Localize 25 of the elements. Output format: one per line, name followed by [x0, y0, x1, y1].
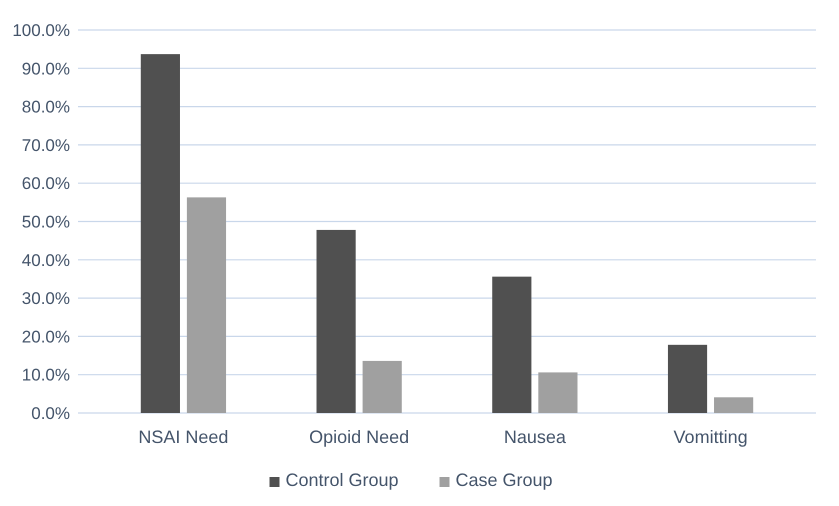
- bar: [362, 360, 402, 413]
- bar: [492, 276, 532, 413]
- bar: [316, 230, 356, 413]
- y-tick-label: 50.0%: [22, 212, 70, 232]
- bar: [186, 197, 226, 413]
- y-tick-label: 30.0%: [22, 289, 70, 308]
- x-tick-label: Opioid Need: [309, 427, 410, 447]
- y-tick-label: 20.0%: [22, 327, 70, 346]
- legend-label: Control Group: [286, 470, 399, 490]
- bar: [668, 344, 708, 413]
- y-tick-label: 70.0%: [22, 136, 70, 155]
- y-tick-label: 0.0%: [31, 404, 70, 423]
- x-tick-label: NSAI Need: [138, 427, 228, 447]
- legend-label: Case Group: [456, 470, 553, 490]
- x-tick-label: Vomitting: [674, 427, 748, 447]
- y-tick-label: 80.0%: [22, 98, 70, 117]
- x-tick-label: Nausea: [504, 427, 567, 447]
- y-tick-label: 40.0%: [22, 250, 70, 270]
- bar: [714, 397, 754, 413]
- y-tick-label: 10.0%: [22, 366, 70, 385]
- bar: [538, 372, 578, 413]
- y-tick-label: 100.0%: [12, 20, 70, 40]
- y-tick-label: 90.0%: [22, 59, 70, 78]
- bar: [140, 54, 180, 413]
- y-tick-label: 60.0%: [22, 174, 70, 194]
